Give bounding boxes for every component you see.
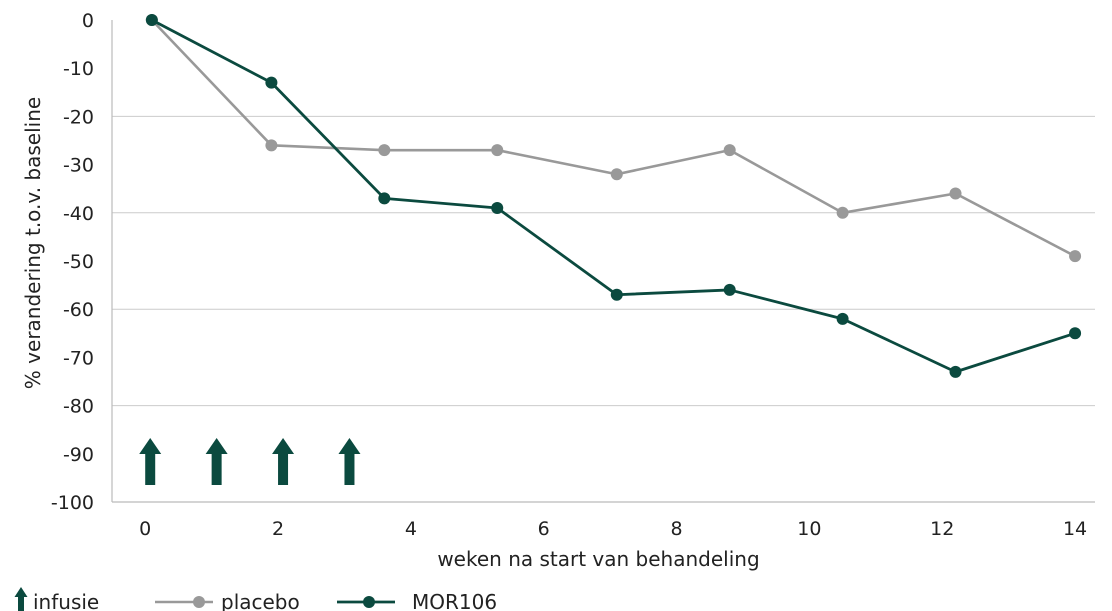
y-tick-label: -20 [63, 106, 94, 128]
data-point-mor106 [378, 192, 390, 204]
data-point-placebo [611, 168, 623, 180]
series-lines [146, 14, 1081, 378]
data-point-placebo [724, 144, 736, 156]
y-axis-title: % verandering t.o.v. baseline [21, 97, 45, 389]
data-point-mor106 [950, 366, 962, 378]
y-tick-label: -60 [63, 299, 94, 321]
legend-arrow-icon [15, 587, 28, 611]
x-tick-label: 4 [405, 518, 417, 540]
data-point-mor106 [1069, 327, 1081, 339]
data-point-mor106 [724, 284, 736, 296]
y-tick-label: -10 [63, 58, 94, 80]
legend: infusie placebo MOR106 [15, 587, 498, 611]
legend-label-placebo: placebo [221, 590, 300, 611]
axes [112, 20, 1095, 502]
x-tick-label: 2 [272, 518, 284, 540]
x-axis-title: weken na start van behandeling [437, 547, 759, 571]
infusion-arrow [206, 438, 228, 485]
series-line-placebo [152, 20, 1075, 256]
y-tick-label: 0 [82, 10, 94, 32]
data-point-mor106 [265, 77, 277, 89]
data-point-placebo [378, 144, 390, 156]
x-tick-label: 12 [930, 518, 954, 540]
y-tick-label: -30 [63, 155, 94, 177]
infusion-arrow [338, 438, 360, 485]
infusion-arrow [272, 438, 294, 485]
y-tick-label: -50 [63, 251, 94, 273]
x-tick-label: 0 [139, 518, 151, 540]
infusion-arrow [139, 438, 161, 485]
legend-marker-mor106 [363, 596, 375, 608]
tick-labels: 0 -10 -20 -30 -40 -50 -60 -70 -80 -90 -100 0 2 4 6 8 10 1… [51, 10, 1087, 540]
grid-lines [112, 116, 1095, 405]
x-tick-label: 10 [797, 518, 821, 540]
legend-label-mor106: MOR106 [412, 590, 497, 611]
y-tick-label: -70 [63, 347, 94, 369]
infusion-markers [139, 438, 360, 485]
data-point-placebo [950, 188, 962, 200]
data-point-placebo [1069, 250, 1081, 262]
data-point-mor106 [146, 14, 158, 26]
x-tick-label: 8 [671, 518, 683, 540]
data-point-mor106 [491, 202, 503, 214]
y-tick-label: -40 [63, 203, 94, 225]
data-point-mor106 [837, 313, 849, 325]
x-tick-label: 6 [538, 518, 550, 540]
data-point-placebo [837, 207, 849, 219]
data-point-placebo [265, 139, 277, 151]
data-point-placebo [491, 144, 503, 156]
x-tick-label: 14 [1063, 518, 1087, 540]
legend-label-infusie: infusie [33, 590, 99, 611]
y-tick-label: -90 [63, 444, 94, 466]
data-point-mor106 [611, 289, 623, 301]
y-tick-label: -80 [63, 396, 94, 418]
y-tick-label: -100 [51, 492, 94, 514]
legend-marker-placebo [193, 596, 205, 608]
